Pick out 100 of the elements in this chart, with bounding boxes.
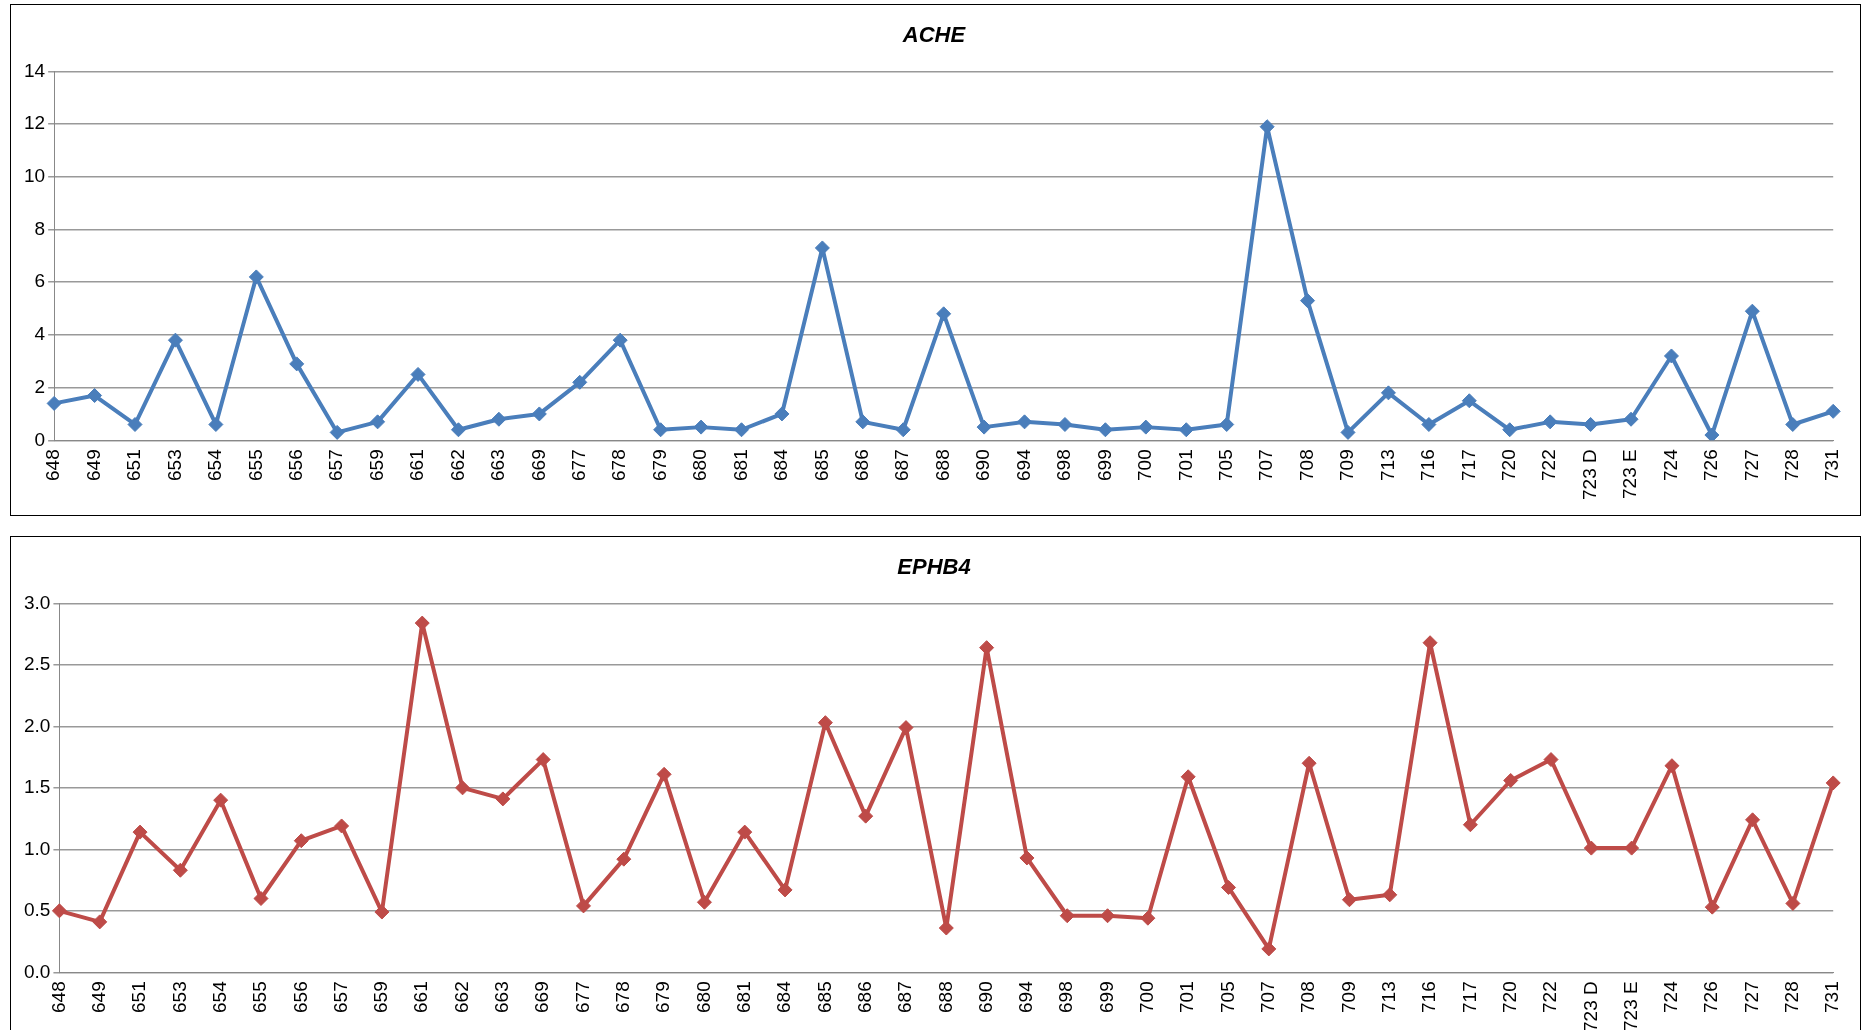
x-tick-label: 709 [1336, 449, 1358, 481]
point [653, 422, 669, 438]
x-tick-label: 653 [163, 449, 185, 481]
point [1583, 416, 1599, 432]
x-tick-label: 684 [770, 448, 792, 481]
point [895, 422, 911, 438]
x-tick-label: 690 [974, 981, 996, 1013]
x-tick-label: 669 [527, 449, 549, 481]
x-tick-label: 708 [1295, 449, 1317, 481]
point [774, 406, 790, 422]
point [737, 824, 753, 840]
point [572, 374, 588, 390]
point [51, 903, 67, 919]
point [1340, 424, 1356, 440]
point [1382, 887, 1398, 903]
point [855, 414, 871, 430]
point [936, 306, 952, 322]
x-tick-label: 659 [365, 449, 387, 481]
y-tick-label: 0.0 [23, 960, 51, 982]
x-tick-label: 699 [1095, 981, 1117, 1013]
point [616, 851, 632, 867]
x-tick-label: 657 [329, 981, 351, 1013]
point [1664, 758, 1680, 774]
point [1300, 293, 1316, 309]
point [370, 414, 386, 430]
y-tick-label: 14 [23, 59, 46, 81]
x-tick-label: 720 [1497, 449, 1519, 481]
point [172, 862, 188, 878]
x-tick-label: 680 [692, 981, 714, 1013]
x-tick-label: 648 [42, 449, 64, 481]
point [777, 882, 793, 898]
x-tick-label: 713 [1376, 449, 1398, 481]
point [491, 411, 507, 427]
x-tick-label: 716 [1418, 981, 1440, 1013]
point [293, 833, 309, 849]
point [1221, 879, 1236, 895]
x-tick-label: 656 [284, 449, 306, 481]
x-tick-label: 708 [1297, 981, 1319, 1013]
x-tick-label: 723 E [1619, 981, 1641, 1030]
x-tick-label: 663 [487, 449, 509, 481]
x-tick-label: 720 [1498, 981, 1520, 1013]
point [976, 419, 992, 435]
x-tick-label: 687 [891, 449, 913, 481]
point [1380, 385, 1396, 401]
point [132, 824, 148, 840]
x-tick-label: 677 [568, 449, 589, 481]
x-tick-label: 655 [244, 449, 266, 481]
x-tick-label: 684 [773, 980, 795, 1013]
point [1100, 908, 1116, 924]
x-tick-label: 685 [813, 981, 835, 1013]
x-tick-label: 731 [1821, 449, 1843, 481]
x-tick-label: 724 [1659, 448, 1681, 481]
point [693, 419, 709, 435]
x-tick-label: 698 [1055, 981, 1077, 1013]
point [1785, 895, 1801, 911]
x-tick-label: 698 [1053, 449, 1075, 481]
x-tick-label: 728 [1781, 449, 1802, 481]
point [1261, 941, 1277, 957]
x-tick-label: 659 [370, 981, 392, 1013]
y-tick-label: 10 [23, 165, 46, 187]
x-tick-label: 726 [1700, 449, 1722, 481]
chart-title: ACHE [901, 22, 967, 48]
y-tick-label: 3.0 [23, 591, 51, 613]
x-tick-label: 681 [729, 449, 751, 481]
point [213, 792, 229, 808]
point [334, 818, 350, 834]
point [1704, 899, 1720, 915]
x-tick-label: 688 [934, 981, 956, 1013]
x-tick-label: 694 [1015, 980, 1037, 1013]
x-tick-label: 707 [1255, 449, 1277, 481]
point [1745, 812, 1761, 828]
x-tick-label: 678 [608, 449, 630, 481]
x-tick-label: 655 [249, 981, 271, 1013]
point [1017, 414, 1033, 430]
point [656, 766, 672, 782]
point [1502, 422, 1518, 438]
point [167, 332, 183, 348]
x-tick-label: 685 [810, 449, 832, 481]
point [1140, 910, 1156, 926]
x-tick-label: 661 [410, 981, 432, 1013]
point [531, 406, 547, 422]
x-tick-label: 654 [204, 448, 226, 481]
point [1704, 427, 1720, 441]
point [1623, 411, 1639, 427]
point [46, 395, 62, 411]
point [1341, 892, 1357, 908]
x-tick-label: 657 [325, 449, 347, 481]
point [208, 416, 224, 432]
x-tick-label: 727 [1740, 981, 1762, 1013]
point [289, 356, 305, 372]
x-tick-label: 651 [123, 449, 145, 481]
x-tick-label: 724 [1660, 980, 1682, 1013]
x-tick-label: 688 [931, 449, 953, 481]
x-tick-label: 713 [1377, 981, 1399, 1013]
point [1180, 769, 1196, 785]
x-tick-label: 649 [87, 981, 109, 1013]
x-tick-label: 663 [491, 981, 513, 1013]
point [87, 388, 103, 403]
point [734, 422, 749, 438]
point [329, 424, 345, 440]
